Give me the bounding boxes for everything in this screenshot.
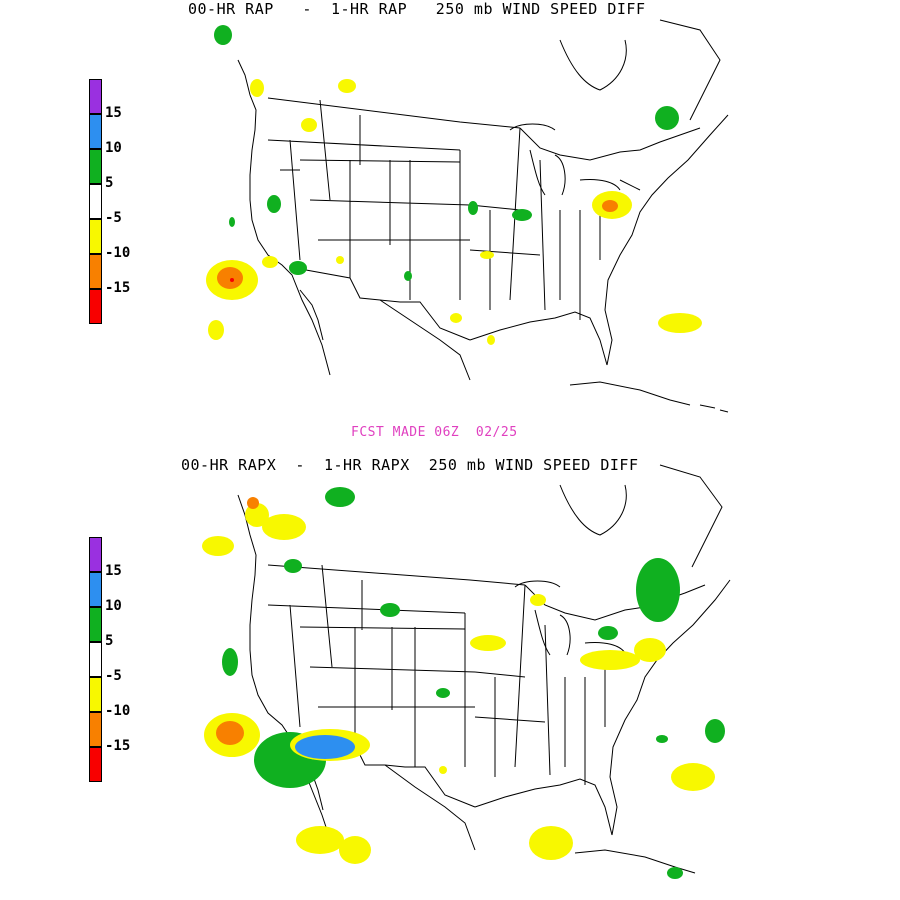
canada-coast	[559, 464, 723, 568]
legend-green-box	[89, 607, 102, 642]
legend-label: -5	[105, 668, 122, 684]
bottom-legend: 15 10 5 -5 -10 -15	[89, 537, 149, 782]
top-panel-title: 00-HR RAP - 1-HR RAP 250 mb WIND SPEED D…	[188, 0, 646, 18]
great-lakes-border	[519, 127, 701, 161]
legend-purple-box	[89, 79, 102, 114]
top-legend: 15 10 5 -5 -10 -15	[89, 79, 149, 324]
legend-label: -15	[105, 280, 131, 296]
legend-white-box	[89, 184, 102, 219]
bottom-map	[202, 464, 731, 879]
legend-label: 5	[105, 633, 114, 649]
legend-white-box	[89, 642, 102, 677]
gulf-coastline	[384, 764, 613, 851]
great-lakes	[509, 123, 621, 196]
legend-label: 10	[105, 140, 122, 156]
legend-red-box	[89, 747, 102, 782]
canada-coast	[559, 19, 721, 121]
legend-label: -10	[105, 703, 131, 719]
state-lines	[267, 564, 606, 785]
coastline	[237, 59, 331, 376]
cuba-coast	[574, 849, 696, 874]
legend-green-box	[89, 149, 102, 184]
great-lakes	[514, 580, 626, 656]
legend-orange-box	[89, 254, 102, 289]
state-lines	[267, 99, 641, 320]
coastline	[237, 494, 333, 846]
wind-diff-contours	[206, 25, 702, 345]
legend-label: 15	[105, 563, 122, 579]
legend-label: -10	[105, 245, 131, 261]
us-mexico-border	[294, 267, 471, 341]
legend-label: -15	[105, 738, 131, 754]
cuba-coast	[569, 381, 691, 406]
legend-label: 5	[105, 175, 114, 191]
legend-label: 15	[105, 105, 122, 121]
bottom-panel-title: 00-HR RAPX - 1-HR RAPX 250 mb WIND SPEED…	[181, 456, 639, 474]
legend-yellow-box	[89, 219, 102, 254]
wind-diff-contours	[202, 487, 725, 879]
baja-coastline	[299, 289, 324, 341]
legend-label: 10	[105, 598, 122, 614]
east-coastline	[609, 579, 731, 836]
legend-red-box	[89, 289, 102, 324]
legend-blue-box	[89, 572, 102, 607]
caribbean-islands	[699, 404, 729, 413]
east-coastline	[604, 114, 729, 366]
forecast-made-label: FCST MADE 06Z 02/25	[351, 425, 518, 440]
legend-label: -5	[105, 210, 122, 226]
legend-blue-box	[89, 114, 102, 149]
legend-orange-box	[89, 712, 102, 747]
legend-yellow-box	[89, 677, 102, 712]
legend-purple-box	[89, 537, 102, 572]
us-canada-border	[267, 97, 521, 129]
us-canada-border	[267, 564, 526, 586]
top-map	[206, 19, 729, 413]
gulf-coastline	[379, 299, 608, 381]
